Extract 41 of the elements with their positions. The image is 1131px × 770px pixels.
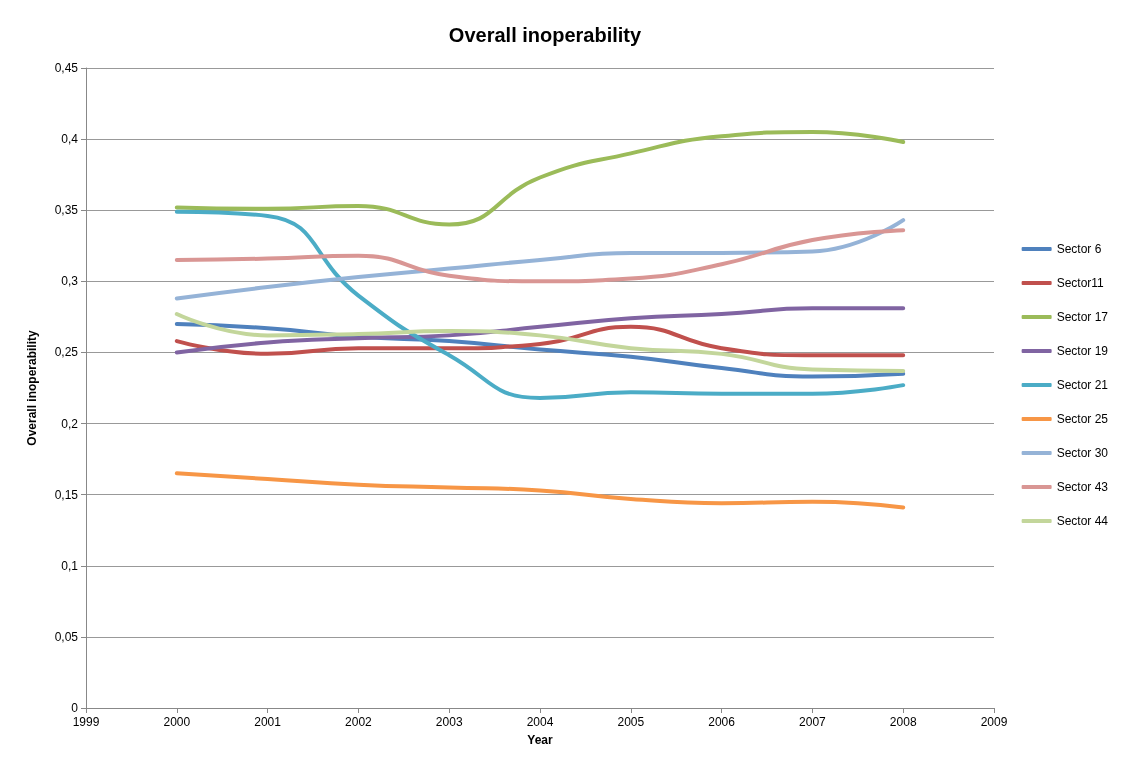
y-axis-title: Overall inoperability (25, 329, 39, 446)
y-tick-label: 0,05 (54, 629, 79, 644)
x-tick-label: 2008 (889, 715, 917, 729)
x-tick-label: 1999 (72, 715, 100, 729)
x-tick-label: 2005 (617, 715, 645, 729)
x-tick-label: 2001 (254, 715, 282, 729)
legend-label: Sector 17 (1056, 310, 1109, 324)
y-tick-label: 0 (71, 701, 79, 715)
x-tick-label: 2002 (345, 715, 373, 729)
y-tick-label: 0,4 (61, 132, 79, 147)
x-tick-label: 2003 (435, 715, 463, 729)
legend-label: Sector 19 (1056, 344, 1109, 358)
y-tick-label: 0,2 (61, 416, 79, 431)
line-series (174, 218, 906, 301)
x-tick-label: 2000 (163, 715, 191, 729)
x-tick-label: 2006 (708, 715, 736, 729)
legend-label: Sector11 (1056, 276, 1105, 290)
y-tick-label: 0,1 (61, 558, 79, 573)
y-tick-label: 0,15 (54, 487, 79, 502)
x-tick-label: 2004 (526, 715, 554, 729)
line-series (174, 306, 906, 355)
line-series (174, 471, 906, 510)
legend-label: Sector 21 (1056, 378, 1109, 392)
x-axis-title: Year (527, 733, 554, 747)
line-series (174, 228, 906, 284)
legend-label: Sector 25 (1056, 412, 1109, 426)
x-tick-label: 2009 (980, 715, 1008, 729)
x-tick-label: 2007 (799, 715, 827, 729)
legend-label: Sector 6 (1056, 242, 1102, 256)
y-tick-label: 0,3 (61, 274, 79, 289)
line-series (174, 130, 906, 227)
line-series (174, 324, 906, 358)
line-series (174, 209, 906, 400)
y-tick-label: 0,35 (54, 203, 79, 218)
y-tick-label: 0,45 (54, 61, 79, 75)
chart-title: Overall inoperability (448, 24, 643, 46)
line-series (174, 312, 906, 373)
legend-label: Sector 44 (1056, 514, 1109, 528)
y-tick-label: 0,25 (54, 345, 79, 360)
legend-label: Sector 30 (1056, 446, 1109, 460)
legend-label: Sector 43 (1056, 480, 1109, 494)
